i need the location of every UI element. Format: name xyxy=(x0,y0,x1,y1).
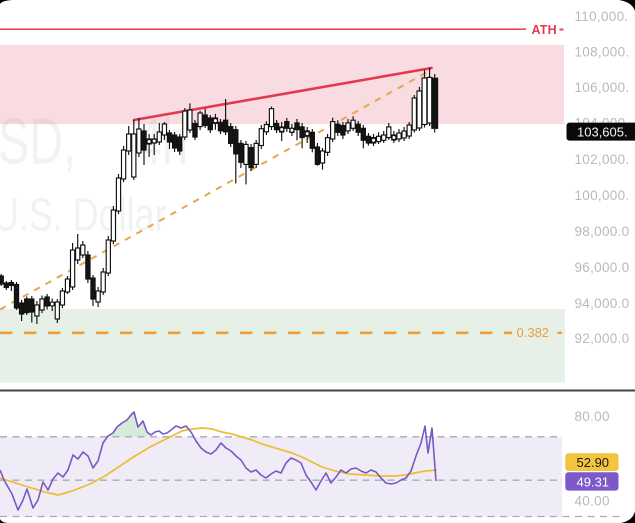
svg-text:98,000.0: 98,000.0 xyxy=(575,224,630,239)
svg-text:0.382: 0.382 xyxy=(517,325,550,340)
svg-text:52.90: 52.90 xyxy=(577,455,610,470)
svg-text:103,605.: 103,605. xyxy=(577,124,628,139)
svg-text:110,000.: 110,000. xyxy=(575,9,629,24)
svg-text:40.00: 40.00 xyxy=(575,493,610,508)
svg-text:96,000.0: 96,000.0 xyxy=(575,260,630,275)
svg-text:108,000.: 108,000. xyxy=(575,44,630,59)
svg-text:106,000.: 106,000. xyxy=(575,80,630,95)
svg-text:ATH: ATH xyxy=(532,23,557,37)
svg-text:80.00: 80.00 xyxy=(575,409,610,424)
svg-text:94,000.0: 94,000.0 xyxy=(575,296,630,311)
svg-text:SD,: SD, xyxy=(0,106,76,178)
svg-text:102,000.: 102,000. xyxy=(575,152,630,167)
svg-text:49.31: 49.31 xyxy=(577,474,610,489)
svg-text:U.S. Dollar: U.S. Dollar xyxy=(0,189,167,240)
svg-text:92,000.0: 92,000.0 xyxy=(575,331,630,346)
svg-text:100,000.: 100,000. xyxy=(575,188,630,203)
